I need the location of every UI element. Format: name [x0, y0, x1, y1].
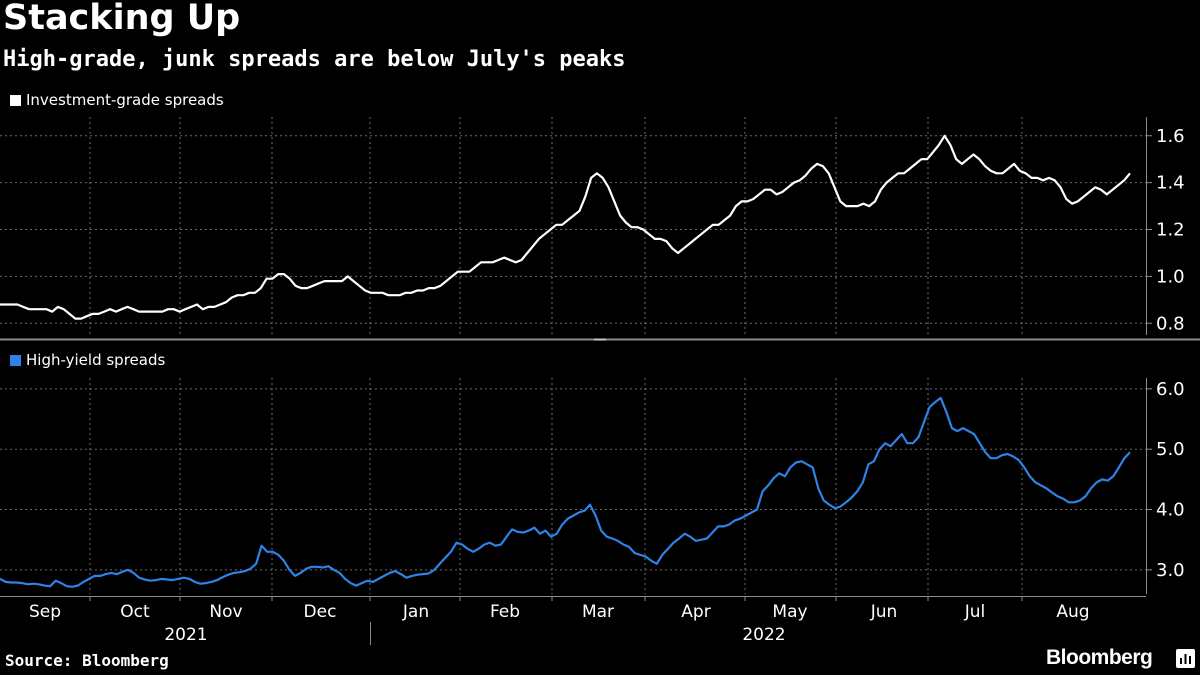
x-tick-label-nov: Nov	[209, 602, 242, 622]
x-tick-label-jan: Jan	[402, 602, 429, 622]
legend-label-investment-grade: Investment-grade spreads	[26, 91, 224, 109]
legend-high-yield: High-yield spreads	[10, 351, 165, 369]
x-tick-label-jul: Jul	[964, 602, 986, 622]
y-tick-label: 5.0	[1156, 439, 1185, 460]
x-axis: Sep Oct Nov Dec Jan Feb Mar Apr May Jun Jul Aug 2021…	[29, 596, 1090, 645]
series-high-yield	[0, 396, 1131, 588]
y-tick-label: 0.8	[1156, 313, 1185, 334]
x-tick-label-mar: Mar	[582, 602, 614, 622]
legend-swatch-blue	[10, 354, 21, 366]
x-tick-label-sep: Sep	[29, 602, 61, 622]
x-tick-label-feb: Feb	[490, 602, 520, 622]
grid-bottom	[0, 378, 1146, 594]
grid-top	[0, 117, 1146, 335]
investment-grade-line	[0, 134, 1131, 320]
x-tick-label-apr: Apr	[681, 602, 710, 622]
y-tick-label: 1.2	[1156, 220, 1185, 241]
x-year-label-2022: 2022	[742, 625, 785, 645]
high-yield-line	[0, 396, 1131, 588]
bloomberg-terminal-icon	[1176, 649, 1195, 668]
series-investment-grade	[0, 134, 1131, 320]
x-tick-label-may: May	[772, 602, 807, 622]
x-tick-label-aug: Aug	[1056, 602, 1089, 622]
x-tick-label-oct: Oct	[120, 602, 150, 622]
y-tick-label: 3.0	[1156, 560, 1185, 581]
legend-label-high-yield: High-yield spreads	[26, 351, 166, 369]
chart-title: Stacking Up	[3, 0, 241, 38]
y-tick-label: 4.0	[1156, 500, 1185, 521]
y-axis-bottom: 3.0 4.0 5.0 6.0	[1146, 378, 1185, 594]
legend-swatch-white	[10, 94, 21, 106]
legend-investment-grade: Investment-grade spreads	[10, 91, 224, 109]
bloomberg-logo: Bloomberg	[1046, 646, 1153, 669]
source-note: Source: Bloomberg	[5, 651, 169, 670]
y-tick-label: 1.6	[1156, 126, 1185, 147]
chart-canvas: 0.8 1.0 1.2 1.4 1.6 3.0 4.0 5.0 6.0 Sep Oct Nov De…	[0, 117, 1200, 645]
x-year-label-2021: 2021	[164, 625, 207, 645]
y-tick-label: 1.4	[1156, 173, 1185, 194]
x-tick-label-dec: Dec	[304, 602, 337, 622]
y-tick-label: 6.0	[1156, 379, 1185, 400]
y-tick-label: 1.0	[1156, 266, 1185, 287]
chart-subtitle: High-grade, junk spreads are below July'…	[3, 47, 626, 72]
x-tick-label-jun: Jun	[870, 602, 898, 622]
y-axis-top: 0.8 1.0 1.2 1.4 1.6	[1146, 117, 1185, 335]
